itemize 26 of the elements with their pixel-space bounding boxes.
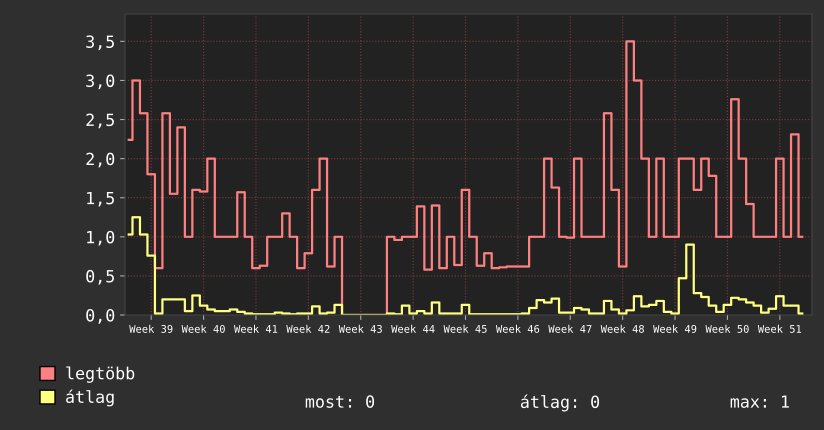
text: max: 1 <box>730 395 789 408</box>
y-tick-label: 0,5 <box>86 270 114 285</box>
y-tick-label: 3,0 <box>86 74 114 90</box>
x-tick-label: Week 51 <box>758 324 802 333</box>
y-tick-label: 1,0 <box>87 230 114 246</box>
x-tick-label: Week 44 <box>391 324 435 333</box>
x-tick-label: Week 40 <box>182 324 225 333</box>
x-tick-label: Week 47 <box>548 324 592 333</box>
legend-label: átlag <box>66 389 114 406</box>
y-tick-label: 0,0 <box>86 309 114 324</box>
y-tick-label: 1,5 <box>87 192 114 206</box>
text: átlag: 0 <box>520 394 600 412</box>
legend-label: legtöbb <box>66 366 134 383</box>
x-tick-label: Week 49 <box>653 324 696 333</box>
text: most: 0 <box>306 395 374 408</box>
x-tick-label: Week 50 <box>705 324 749 333</box>
x-tick-label: Week 39 <box>129 324 172 333</box>
x-tick-label: Week 41 <box>234 324 278 333</box>
y-tick-label: 2,5 <box>86 114 114 128</box>
x-tick-label: Week 45 <box>444 324 487 333</box>
x-tick-label: Week 42 <box>286 324 330 333</box>
y-tick-label: 3,5 <box>86 35 114 50</box>
y-tick-label: 2,0 <box>86 152 114 168</box>
x-tick-label: Week 46 <box>496 324 540 333</box>
x-tick-label: Week 48 <box>600 324 644 333</box>
x-tick-label: Week 43 <box>338 324 382 333</box>
